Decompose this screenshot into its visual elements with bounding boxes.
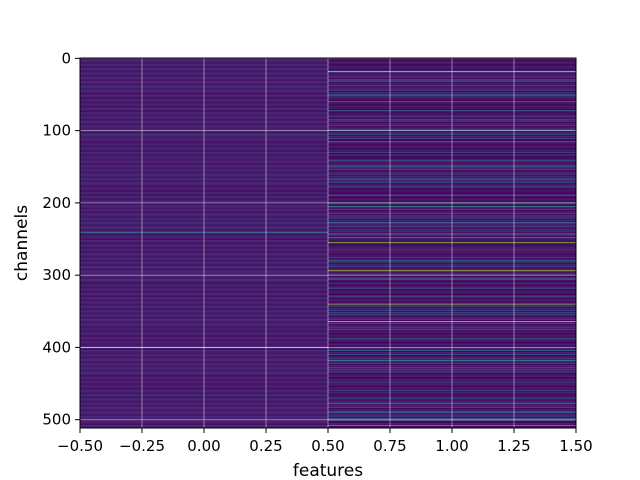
x-tick-label: 0.75 xyxy=(373,437,406,455)
x-tick-label: 0.00 xyxy=(187,437,220,455)
x-axis: −0.50 −0.25 0.00 0.25 0.50 0.75 1.00 1.25 1.50 xyxy=(57,428,593,455)
x-tick-label: −0.25 xyxy=(119,437,165,455)
x-axis-label: features xyxy=(293,461,363,480)
y-tick-label: 100 xyxy=(42,122,71,140)
x-tick-label: 1.00 xyxy=(435,437,468,455)
x-tick-label: 0.25 xyxy=(249,437,282,455)
y-tick-label: 0 xyxy=(61,49,71,67)
x-tick-label: −0.50 xyxy=(57,437,103,455)
y-axis-label: channels xyxy=(12,205,32,281)
y-tick-label: 300 xyxy=(42,266,71,284)
y-axis: 0 100 200 300 400 500 xyxy=(42,49,80,429)
x-tick-label: 1.25 xyxy=(497,437,530,455)
x-tick-label: 0.50 xyxy=(311,437,344,455)
y-tick-label: 500 xyxy=(42,411,71,429)
y-tick-label: 200 xyxy=(42,194,71,212)
y-tick-label: 400 xyxy=(42,338,71,356)
x-tick-label: 1.50 xyxy=(559,437,592,455)
